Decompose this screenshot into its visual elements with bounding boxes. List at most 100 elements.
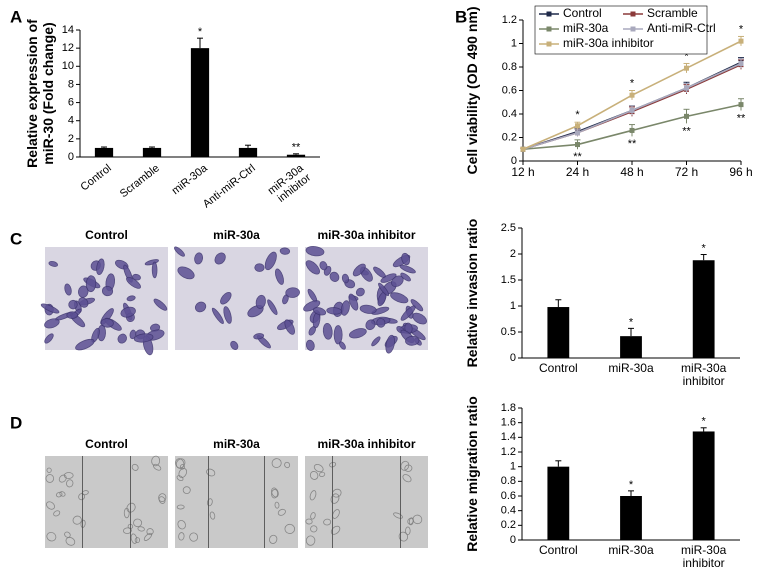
cell [401,252,411,266]
cell [284,523,296,534]
cell [78,493,86,501]
cell [277,508,286,516]
cell [365,319,376,331]
y-tick-label: 0.4 [501,505,516,517]
cell [146,528,154,536]
image-title-box: miR-30a [213,229,260,241]
cell [405,335,420,346]
bar [547,466,570,540]
cell [390,292,409,304]
cell [284,319,296,335]
x-tick-label-box: miR-30a inhibitor [681,544,726,570]
cell [178,532,185,541]
y-tick-label: 4 [68,115,74,127]
cell [44,318,60,329]
y-tick-label: 0.6 [502,84,517,96]
point [684,65,689,71]
y-tick-label: 0 [510,534,516,546]
legend-label: miR-30a [563,21,609,35]
bar [142,147,162,157]
legend-box [534,5,708,55]
cell [230,340,239,350]
cell [305,518,313,525]
point [629,107,635,113]
cell [330,493,340,504]
y-tick-label: 0.6 [501,490,516,502]
cell [66,479,74,488]
cell [313,464,324,473]
cell [176,475,184,482]
significance: * [702,416,707,428]
cell [332,509,340,519]
cell [338,341,346,350]
y-tick-label: 0.2 [502,131,517,143]
y-axis-label: Relative migration ratio [464,396,480,552]
x-tick-label-box: Control [538,544,578,557]
cell [179,464,185,470]
image-title: miR-30a inhibitor [317,229,416,242]
point [684,85,689,91]
micrograph [175,456,298,548]
bar [547,307,570,358]
point [575,142,580,148]
cell [44,333,54,344]
cell [410,299,424,312]
cell [352,263,366,277]
cell [194,252,204,265]
y-tick-label: 0 [511,155,517,167]
significance: * [629,316,634,328]
cell [408,517,414,526]
micrograph-bg [175,456,298,548]
cell [100,318,114,328]
cell [348,293,359,311]
cell [85,275,97,293]
cell [285,287,300,298]
cell [66,311,79,319]
significance: ** [682,125,691,137]
y-axis-label-box: Relative migration ratio [464,396,480,552]
cell [341,273,350,284]
cell [305,339,315,351]
cell [359,304,377,314]
bar [620,496,642,540]
cell [72,515,82,525]
x-tick-label: Control [538,544,578,557]
cell [178,467,187,478]
point [684,113,689,119]
cell [329,461,337,468]
x-tick-label: miR-30a inhibitor [680,362,727,388]
cell [254,263,265,272]
significance: * [702,242,707,254]
x-tick-label: miR-30a [608,362,654,375]
cell [189,532,199,542]
cell [117,333,127,344]
cell [137,526,145,532]
cell [131,463,139,471]
cell [182,486,191,494]
point [738,38,744,44]
panel-label: C [10,229,22,248]
y-axis-label-box: Cell viability (OD 490 nm) [464,6,480,175]
y-tick-label: 1 [510,461,516,473]
cell [378,282,390,297]
cell [330,525,341,535]
cell [158,496,166,504]
significance: * [575,109,580,121]
cell [175,458,186,469]
cell [371,336,381,347]
y-tick-label: 1.2 [502,14,517,26]
y-tick-label: 1.2 [501,446,516,458]
cell [326,307,342,315]
y-tick-label: 0.8 [501,475,516,487]
image-title: Control [85,438,128,451]
y-axis-label: Cell viability (OD 490 nm) [464,6,480,175]
cell [305,260,320,275]
panel-label: A [10,7,22,26]
point [575,123,580,129]
x-tick-label-box: miR-30a [608,544,653,557]
cell [65,537,76,546]
cell [323,518,332,526]
cell [134,537,140,544]
x-tick-label: 96 h [729,165,752,179]
x-tick-label-box: Control [539,362,578,375]
